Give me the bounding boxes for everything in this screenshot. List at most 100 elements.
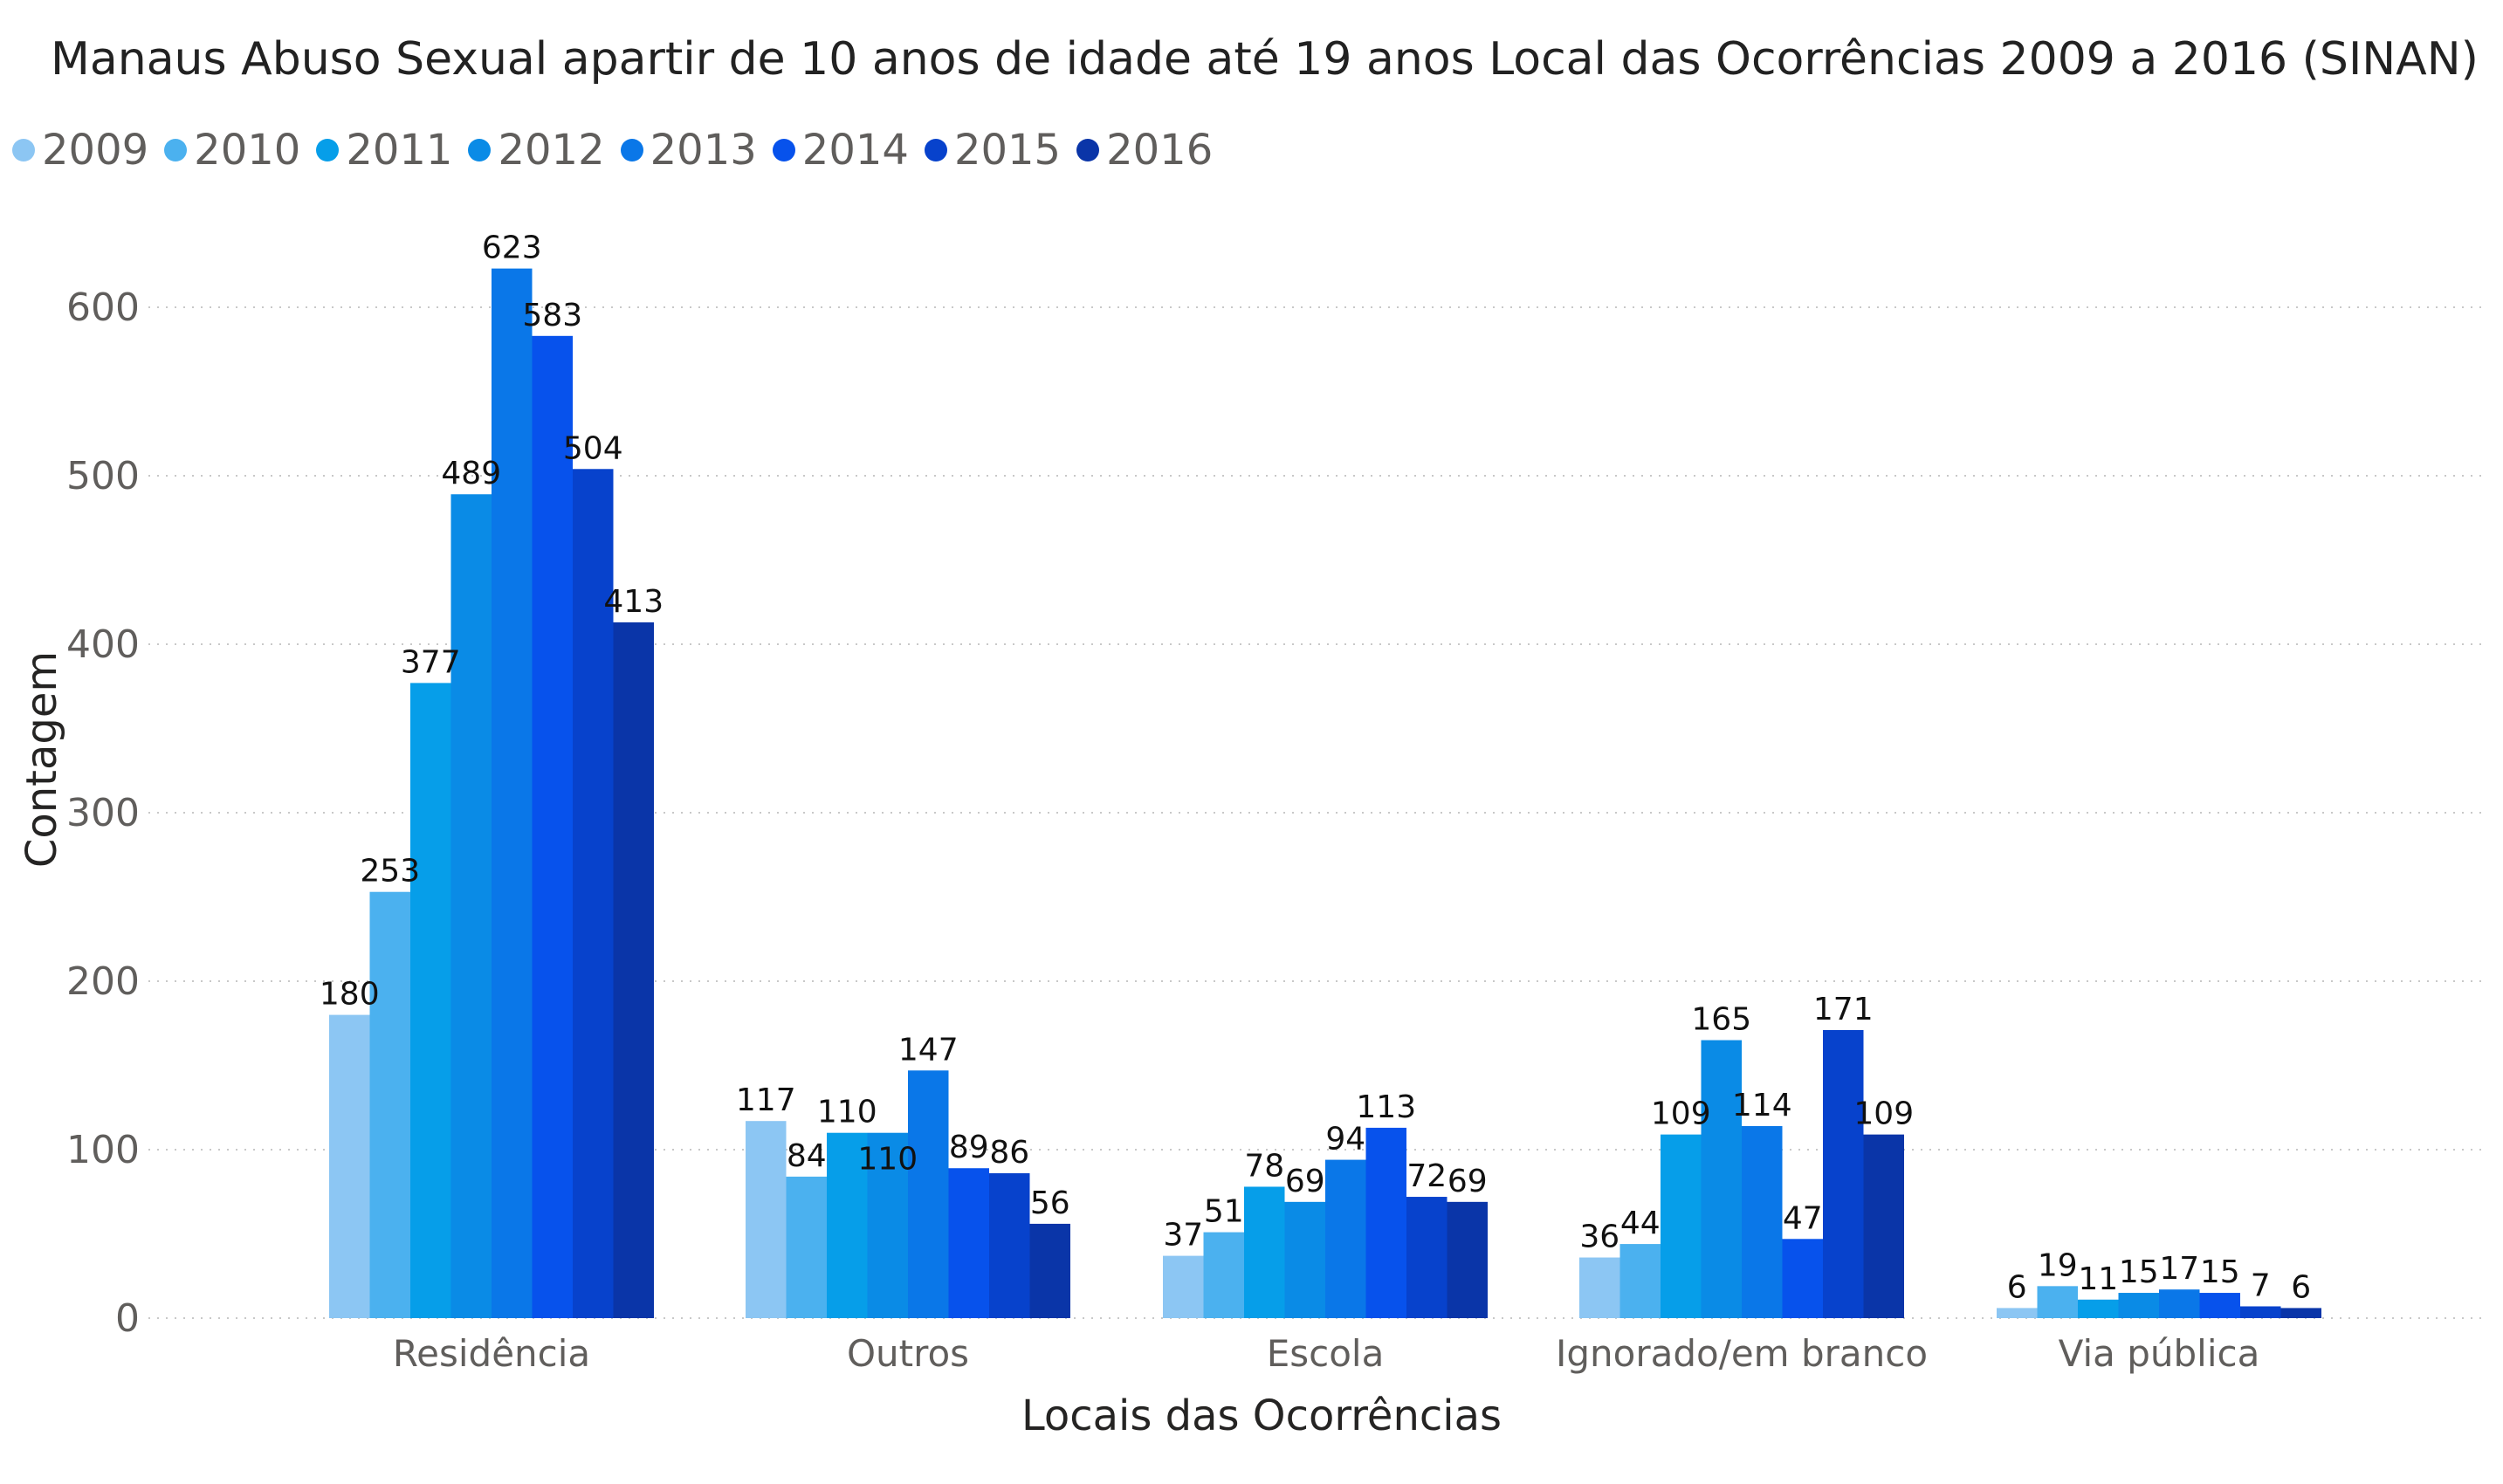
bar-2015-0[interactable] bbox=[573, 469, 614, 1318]
x-category-label: Escola bbox=[1267, 1332, 1385, 1375]
data-label: 69 bbox=[1285, 1164, 1325, 1199]
legend-item-2015[interactable]: 2015 bbox=[924, 126, 1061, 175]
data-label: 56 bbox=[1030, 1185, 1070, 1221]
bar-2011-4[interactable] bbox=[2078, 1299, 2119, 1318]
data-label: 110 bbox=[817, 1095, 877, 1130]
data-label: 72 bbox=[1406, 1158, 1447, 1194]
bar-2015-4[interactable] bbox=[2240, 1306, 2281, 1318]
y-axis-title: Contagem bbox=[17, 651, 66, 868]
bar-2016-1[interactable] bbox=[1029, 1223, 1071, 1318]
chart-title: Manaus Abuso Sexual apartir de 10 anos d… bbox=[51, 33, 2479, 86]
bar-2010-1[interactable] bbox=[786, 1176, 828, 1318]
y-tick-label: 300 bbox=[66, 791, 140, 835]
data-label: 94 bbox=[1325, 1122, 1365, 1158]
bar-2010-2[interactable] bbox=[1203, 1232, 1245, 1318]
legend-item-2011[interactable]: 2011 bbox=[316, 126, 452, 175]
data-label: 89 bbox=[949, 1130, 989, 1165]
bar-2011-2[interactable] bbox=[1244, 1186, 1285, 1318]
bar-2015-2[interactable] bbox=[1406, 1197, 1447, 1318]
bar-2015-3[interactable] bbox=[1823, 1029, 1864, 1318]
bar-2009-0[interactable] bbox=[329, 1014, 370, 1318]
data-label: 6 bbox=[2007, 1269, 2027, 1305]
x-category-label: Ignorado/em branco bbox=[1556, 1332, 1928, 1375]
bar-2009-2[interactable] bbox=[1163, 1255, 1204, 1318]
legend-swatch bbox=[468, 139, 492, 161]
data-label: 413 bbox=[603, 584, 664, 620]
bar-2010-4[interactable] bbox=[2037, 1286, 2079, 1318]
bar-2016-4[interactable] bbox=[2280, 1308, 2322, 1318]
legend-swatch bbox=[772, 139, 795, 161]
bar-2012-4[interactable] bbox=[2118, 1293, 2160, 1318]
bar-2011-0[interactable] bbox=[410, 683, 451, 1318]
data-label: 7 bbox=[2251, 1268, 2271, 1303]
bar-2010-3[interactable] bbox=[1619, 1244, 1661, 1318]
data-label: 36 bbox=[1579, 1219, 1619, 1255]
bar-2013-4[interactable] bbox=[2159, 1289, 2200, 1318]
bar-2014-2[interactable] bbox=[1365, 1127, 1407, 1318]
bar-2011-1[interactable] bbox=[827, 1132, 868, 1318]
bar-2011-3[interactable] bbox=[1661, 1134, 1702, 1318]
bar-2016-2[interactable] bbox=[1447, 1201, 1489, 1318]
data-label: 377 bbox=[401, 644, 461, 680]
data-label: 86 bbox=[989, 1135, 1029, 1171]
y-tick-label: 100 bbox=[66, 1128, 140, 1172]
data-label: 109 bbox=[1853, 1096, 1914, 1132]
bar-2012-0[interactable] bbox=[450, 494, 492, 1318]
bar-2016-0[interactable] bbox=[613, 622, 655, 1318]
data-label: 165 bbox=[1691, 1002, 1751, 1038]
legend-item-2012[interactable]: 2012 bbox=[468, 126, 605, 175]
bar-2013-1[interactable] bbox=[908, 1070, 949, 1318]
legend-item-2016[interactable]: 2016 bbox=[1076, 126, 1213, 175]
bar-2014-3[interactable] bbox=[1782, 1239, 1824, 1318]
legend-label: 2009 bbox=[42, 126, 149, 175]
data-label: 51 bbox=[1204, 1194, 1244, 1230]
bar-2010-0[interactable] bbox=[369, 891, 411, 1318]
bar-2015-1[interactable] bbox=[989, 1173, 1030, 1318]
legend-swatch bbox=[12, 139, 35, 161]
x-category-label: Via pública bbox=[2059, 1332, 2260, 1375]
bar-2014-0[interactable] bbox=[532, 335, 574, 1318]
x-axis-title: Locais das Ocorrências bbox=[1021, 1391, 1502, 1440]
bars bbox=[329, 268, 2322, 1318]
data-labels: 1802533774896235835044131178411011014789… bbox=[320, 230, 2311, 1306]
data-label: 117 bbox=[736, 1082, 796, 1118]
bar-2012-3[interactable] bbox=[1701, 1040, 1743, 1318]
data-label: 15 bbox=[2200, 1254, 2240, 1290]
bar-2009-1[interactable] bbox=[746, 1121, 787, 1318]
data-label: 504 bbox=[563, 430, 623, 466]
data-label: 253 bbox=[360, 854, 420, 890]
legend-item-2013[interactable]: 2013 bbox=[620, 126, 757, 175]
data-label: 114 bbox=[1732, 1088, 1792, 1123]
bar-2012-1[interactable] bbox=[867, 1132, 909, 1318]
legend-item-2014[interactable]: 2014 bbox=[772, 126, 909, 175]
x-axis-categories: Residência Outros Escola Ignorado/em branco… bbox=[393, 1332, 2259, 1375]
data-label: 84 bbox=[787, 1138, 827, 1174]
bar-2012-2[interactable] bbox=[1284, 1201, 1326, 1318]
data-label: 44 bbox=[1620, 1206, 1661, 1241]
x-category-label: Outros bbox=[847, 1332, 969, 1375]
bar-2013-3[interactable] bbox=[1742, 1125, 1783, 1318]
legend-item-2009[interactable]: 2009 bbox=[12, 126, 148, 175]
bar-2009-4[interactable] bbox=[1997, 1308, 2038, 1318]
data-label: 583 bbox=[522, 298, 582, 333]
data-label: 180 bbox=[320, 977, 380, 1013]
bar-2009-3[interactable] bbox=[1579, 1257, 1620, 1318]
data-label: 19 bbox=[2038, 1247, 2078, 1283]
data-label: 69 bbox=[1447, 1164, 1488, 1199]
data-label: 6 bbox=[2291, 1269, 2311, 1305]
y-tick-label: 500 bbox=[66, 454, 140, 498]
bar-2013-2[interactable] bbox=[1325, 1159, 1366, 1318]
legend-label: 2013 bbox=[650, 126, 757, 175]
y-tick-label: 0 bbox=[115, 1296, 140, 1341]
x-category-label: Residência bbox=[393, 1332, 590, 1375]
bar-2013-0[interactable] bbox=[492, 268, 533, 1318]
legend-item-2010[interactable]: 2010 bbox=[164, 126, 300, 175]
y-tick-label: 600 bbox=[66, 285, 140, 330]
legend-label: 2014 bbox=[801, 126, 909, 175]
bar-2016-3[interactable] bbox=[1863, 1134, 1905, 1318]
bar-2014-4[interactable] bbox=[2199, 1293, 2241, 1318]
data-label: 15 bbox=[2119, 1254, 2159, 1290]
bar-2014-1[interactable] bbox=[948, 1168, 990, 1318]
data-label: 113 bbox=[1356, 1089, 1416, 1125]
